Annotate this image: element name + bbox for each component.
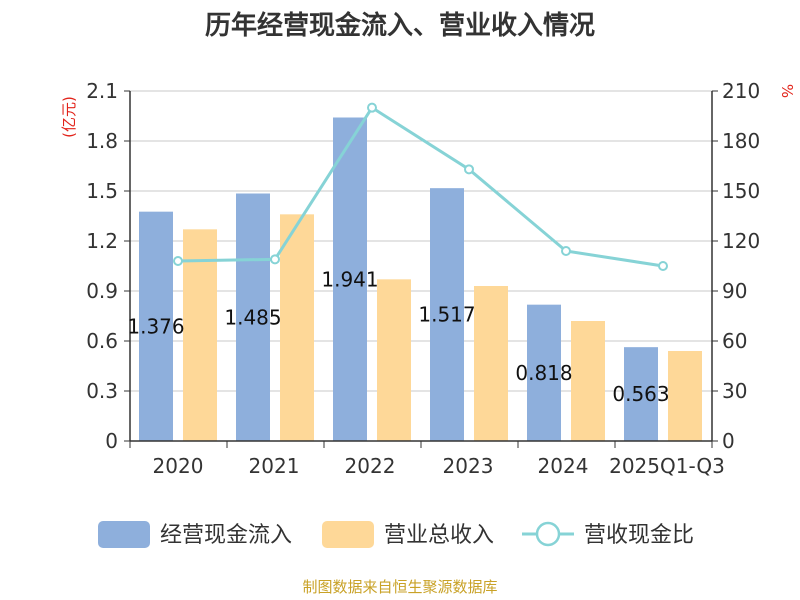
x-axis-tick-label: 2021 (249, 454, 300, 478)
bars (139, 117, 702, 441)
gridlines (130, 90, 712, 392)
bar-revenue (377, 279, 411, 441)
ratio-line (173, 102, 668, 271)
right-axis-tick-label: 180 (722, 129, 760, 153)
left-axis-tick-label: 0 (105, 429, 118, 453)
left-axis-tick-label: 1.8 (86, 129, 118, 153)
left-axis-unit: (亿元) (60, 96, 78, 138)
left-axis-tick-label: 0.6 (86, 329, 118, 353)
left-axis-tick-label: 0.3 (86, 379, 118, 403)
data-label-cash-inflow: 1.376 (127, 314, 184, 338)
bar-revenue (668, 351, 702, 441)
bar-cash-inflow (139, 211, 173, 441)
legend-label-cash-inflow: 经营现金流入 (160, 523, 292, 548)
bar-cash-inflow (527, 304, 561, 441)
ratio-line-point (561, 246, 571, 256)
bar-revenue (571, 321, 605, 441)
bar-cash-inflow (333, 117, 367, 441)
right-axis-tick-label: 0 (722, 429, 735, 453)
legend-swatch-revenue (322, 521, 374, 548)
right-axis-tick-label: 60 (722, 329, 747, 353)
x-axis-tick-label: 2022 (345, 454, 396, 478)
legend-swatch-cash-inflow (98, 521, 150, 548)
bar-cash-inflow (236, 193, 270, 441)
ratio-line-point (270, 254, 280, 265)
bar-cash-inflow (624, 347, 658, 441)
left-axis-tick-label: 2.1 (86, 79, 118, 103)
x-axis-tick-label: 2025Q1-Q3 (609, 454, 725, 478)
source-note: 制图数据来自恒生聚源数据库 (302, 578, 497, 596)
legend: 经营现金流入 营业总收入 营收现金比 (98, 521, 694, 548)
right-axis-tick-label: 30 (722, 379, 747, 403)
legend-label-ratio: 营收现金比 (584, 523, 694, 548)
data-label-cash-inflow: 1.941 (321, 267, 378, 291)
ratio-line-point (367, 102, 377, 113)
ratio-line-path (177, 105, 664, 268)
right-axis-tick-label: 210 (722, 79, 760, 103)
chart-title: 历年经营现金流入、营业收入情况 (205, 10, 595, 41)
data-label-cash-inflow: 0.563 (612, 382, 669, 406)
bar-cash-inflow (430, 188, 464, 441)
left-axis-tick-label: 1.2 (86, 229, 118, 253)
right-axis-tick-label: 120 (722, 229, 760, 253)
ratio-line-point (658, 261, 668, 271)
data-label-cash-inflow: 1.485 (224, 305, 281, 329)
x-axis-tick-label: 2024 (538, 454, 589, 478)
right-axis-unit: % (778, 84, 796, 98)
x-axis-tick-label: 2020 (153, 454, 204, 478)
bar-revenue (474, 286, 508, 441)
x-axis-tick-label: 2023 (443, 454, 494, 478)
left-axis-tick-label: 0.9 (86, 279, 118, 303)
legend-swatch-marker (535, 521, 561, 547)
axes: 0 0 0.3 30 0.6 60 0.9 90 1.2 120 1.5 150 1.8 180 2.1 21… (86, 79, 760, 478)
data-label-cash-inflow: 1.517 (418, 303, 475, 327)
data-label-cash-inflow: 0.818 (515, 361, 572, 385)
data-labels: 1.376 1.485 1.941 1.517 0.818 0.563 (127, 267, 669, 406)
bar-revenue (183, 229, 217, 441)
ratio-line-point (464, 164, 474, 175)
right-axis-tick-label: 150 (722, 179, 760, 203)
left-axis-tick-label: 1.5 (86, 179, 118, 203)
legend-label-revenue: 营业总收入 (384, 523, 494, 548)
ratio-line-point (173, 256, 183, 266)
right-axis-tick-label: 90 (722, 279, 747, 303)
bar-revenue (280, 214, 314, 441)
